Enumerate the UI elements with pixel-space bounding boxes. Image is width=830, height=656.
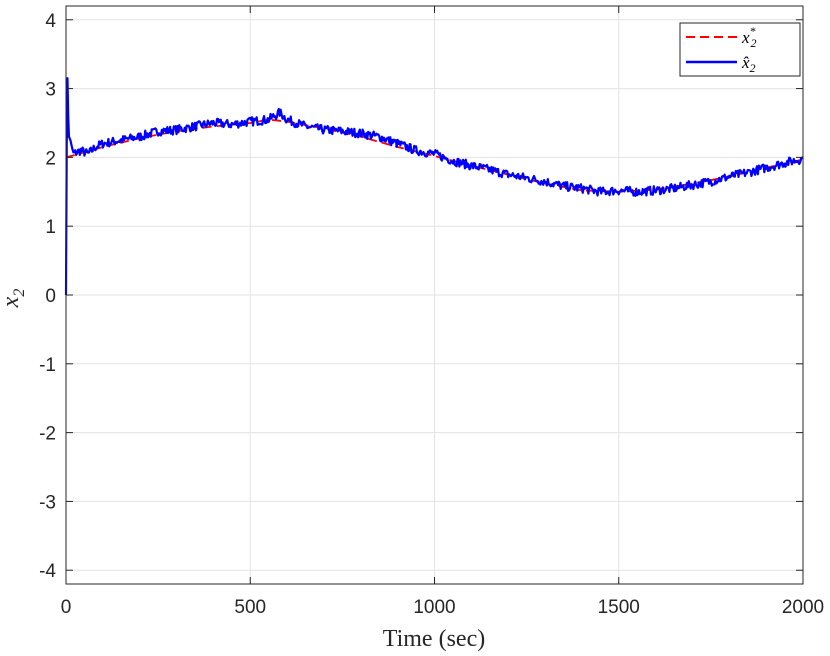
x-tick-labels: 0 500 1000 1500 2000 xyxy=(61,597,824,618)
y-tick-label: 0 xyxy=(45,286,56,307)
svg-text:x*2: x* 2 xyxy=(741,24,757,50)
y-tick-label: 2 xyxy=(45,148,56,169)
y-axis-title: x2 xyxy=(0,289,28,309)
y-tick-labels: -4 -3 -2 -1 0 1 2 3 4 xyxy=(39,11,56,582)
y-tick-label: -1 xyxy=(39,355,56,376)
legend-label-target-sub: 2 xyxy=(751,36,757,50)
y-tick-label: -2 xyxy=(39,424,56,445)
x-tick-label: 1500 xyxy=(598,597,640,618)
legend-label-estimate-sub: 2 xyxy=(750,61,756,75)
legend-label-target: x xyxy=(741,28,750,47)
legend-label-estimate: x̂ xyxy=(741,53,750,72)
x-tick-label: 1000 xyxy=(413,597,455,618)
y-tick-label: 1 xyxy=(45,217,56,238)
y-axis-title-base: x xyxy=(0,296,24,308)
legend: x* 2 x̂2 xyxy=(679,22,801,77)
x-tick-label: 0 xyxy=(61,597,72,618)
y-tick-label: -3 xyxy=(39,492,56,513)
grid xyxy=(65,6,804,584)
x-tick-label: 2000 xyxy=(782,597,824,618)
series-group xyxy=(64,77,804,296)
x-tick-label: 500 xyxy=(234,597,266,618)
svg-text:x̂2: x̂2 xyxy=(741,53,756,75)
y-tick-label: -4 xyxy=(39,561,56,582)
svg-text:x2: x2 xyxy=(0,289,28,309)
series-line-estimate xyxy=(64,77,804,296)
x-axis-title: Time (sec) xyxy=(383,626,485,652)
legend-label-target-sup: * xyxy=(750,24,756,38)
y-tick-label: 4 xyxy=(45,11,56,32)
ticks xyxy=(65,6,804,584)
y-axis-title-subscript: 2 xyxy=(11,289,28,297)
y-tick-label: 3 xyxy=(45,80,56,101)
legend-box xyxy=(679,22,801,77)
